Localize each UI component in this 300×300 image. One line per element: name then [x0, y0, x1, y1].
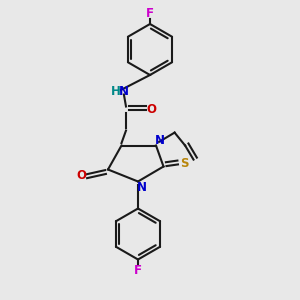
Text: H: H	[111, 85, 120, 98]
Text: F: F	[146, 7, 154, 20]
Text: O: O	[76, 169, 86, 182]
Text: N: N	[119, 85, 129, 98]
Text: S: S	[180, 157, 189, 170]
Text: O: O	[146, 103, 157, 116]
Text: F: F	[134, 263, 142, 277]
Text: N: N	[155, 134, 165, 147]
Text: N: N	[137, 181, 147, 194]
